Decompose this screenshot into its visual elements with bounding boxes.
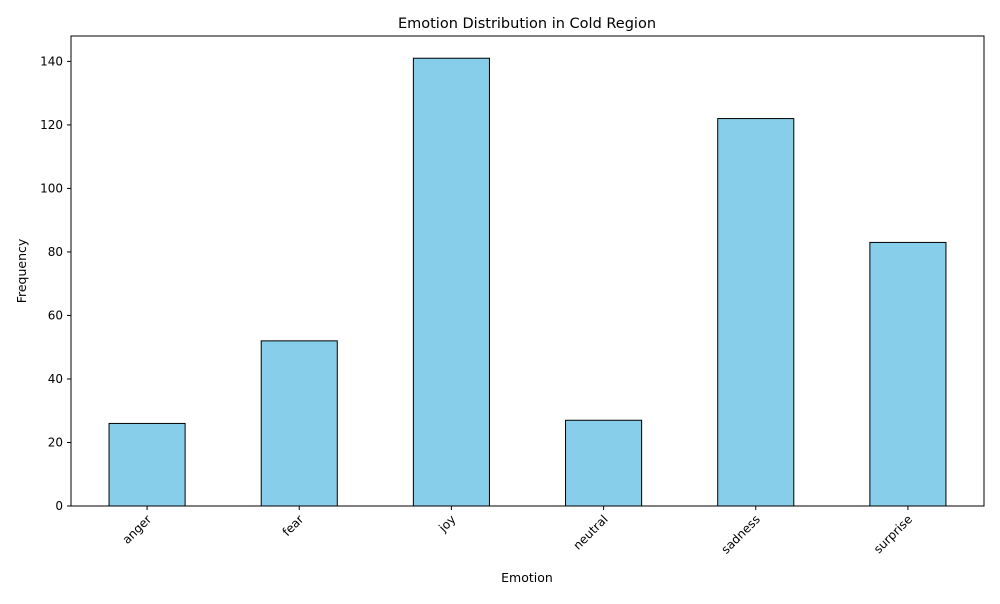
y-tick-label: 40 [48, 372, 63, 386]
bar-anger [108, 422, 186, 507]
x-tick-label-joy: joy [435, 512, 458, 535]
bar-surprise [869, 241, 947, 507]
y-tick-label: 120 [40, 118, 63, 132]
y-tick-label: 100 [40, 181, 63, 195]
x-tick-label-anger: anger [120, 512, 155, 547]
plot-area: 0 20 40 60 80 100 120 140 anger fear joy neutral sad… [40, 35, 985, 557]
chart-title: Emotion Distribution in Cold Region [398, 16, 656, 32]
y-tick-label: 0 [55, 499, 63, 513]
bar-neutral [565, 419, 643, 507]
y-tick-label: 140 [40, 54, 63, 68]
bar-joy [412, 57, 490, 507]
bar-fear [260, 340, 338, 507]
y-axis-label: Frequency [14, 238, 29, 303]
y-tick-label: 80 [48, 245, 63, 259]
x-tick-label-neutral: neutral [570, 512, 610, 552]
x-tick-label-fear: fear [280, 512, 307, 539]
x-axis-label: Emotion [501, 570, 553, 585]
x-tick-label-surprise: surprise [871, 512, 915, 556]
x-tick-label-sadness: sadness [719, 512, 763, 556]
y-tick-label: 20 [48, 435, 63, 449]
bar-sadness [717, 118, 795, 507]
y-tick-label: 60 [48, 308, 63, 322]
axes-frame [70, 35, 985, 507]
